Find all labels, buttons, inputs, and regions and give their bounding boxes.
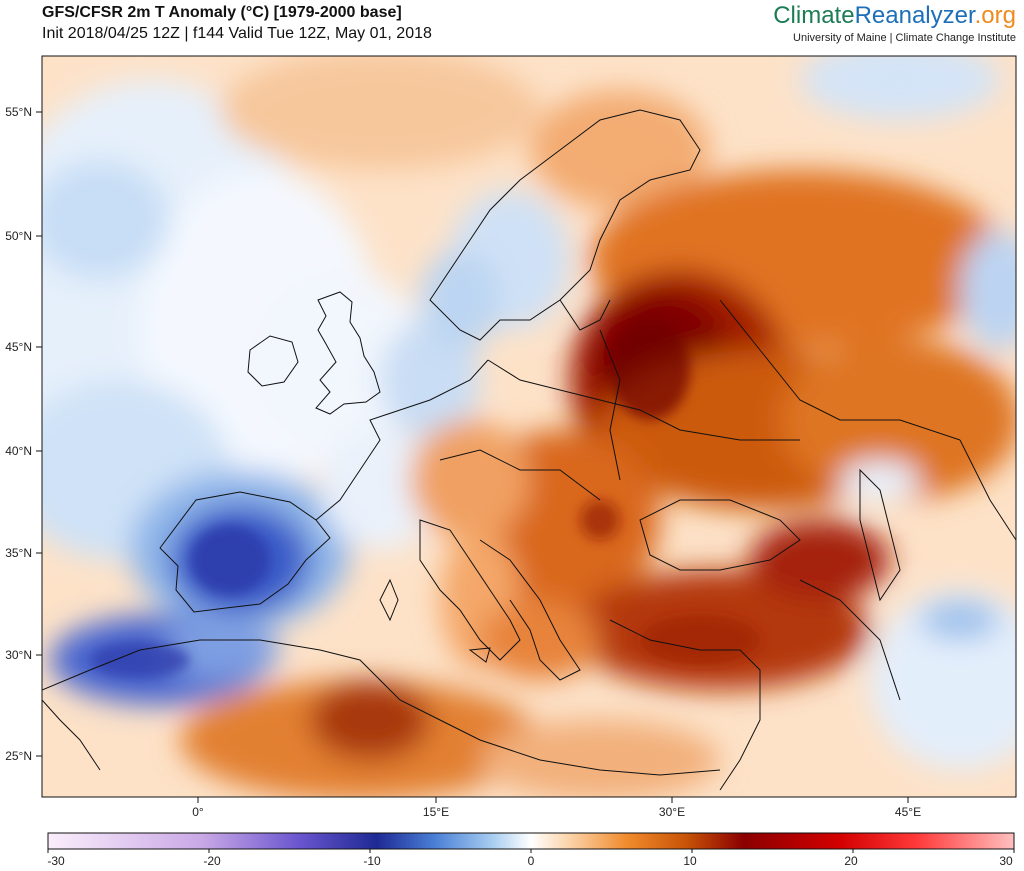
colorbar-tick: 0	[528, 854, 535, 868]
latitude-axis: 55°N 50°N 45°N 40°N 35°N 30°N 25°N	[5, 105, 42, 763]
lat-label: 40°N	[5, 444, 32, 458]
brand-part-org: .org	[974, 2, 1016, 29]
lon-label: 30°E	[659, 805, 685, 819]
colorbar-tick: 10	[683, 854, 697, 868]
lon-label: 45°E	[895, 805, 921, 819]
map-subtitle: Init 2018/04/25 12Z | f144 Valid Tue 12Z…	[42, 25, 432, 42]
lat-label: 55°N	[5, 105, 32, 119]
colorbar: -30 -20 -10 0 10 20 30	[47, 832, 1015, 868]
brand-part-climate: Climate	[773, 2, 855, 29]
lat-label: 50°N	[5, 229, 32, 243]
coastlines	[42, 109, 1016, 791]
lat-label: 45°N	[5, 340, 32, 354]
lon-label: 0°	[192, 805, 204, 819]
lon-label: 15°E	[423, 805, 449, 819]
colorbar-tick: 20	[844, 854, 858, 868]
colorbar-tick: -30	[47, 854, 65, 868]
lat-label: 30°N	[5, 648, 32, 662]
lat-label: 25°N	[5, 749, 32, 763]
brand-logo[interactable]: ClimateReanalyzer.org	[773, 2, 1016, 30]
longitude-axis: 0° 15°E 30°E 45°E	[192, 797, 921, 819]
map-frame	[41, 55, 1017, 798]
anomaly-field	[42, 56, 1016, 797]
brand-affiliation: University of Maine | Climate Change Ins…	[793, 32, 1016, 44]
brand-part-reanalyzer: Reanalyzer	[854, 2, 975, 29]
colorbar-tick: 30	[999, 854, 1013, 868]
lat-label: 35°N	[5, 546, 32, 560]
colorbar-tick: -20	[203, 854, 221, 868]
colorbar-tick: -10	[363, 854, 381, 868]
map-title: GFS/CFSR 2m T Anomaly (°C) [1979-2000 ba…	[42, 4, 402, 21]
